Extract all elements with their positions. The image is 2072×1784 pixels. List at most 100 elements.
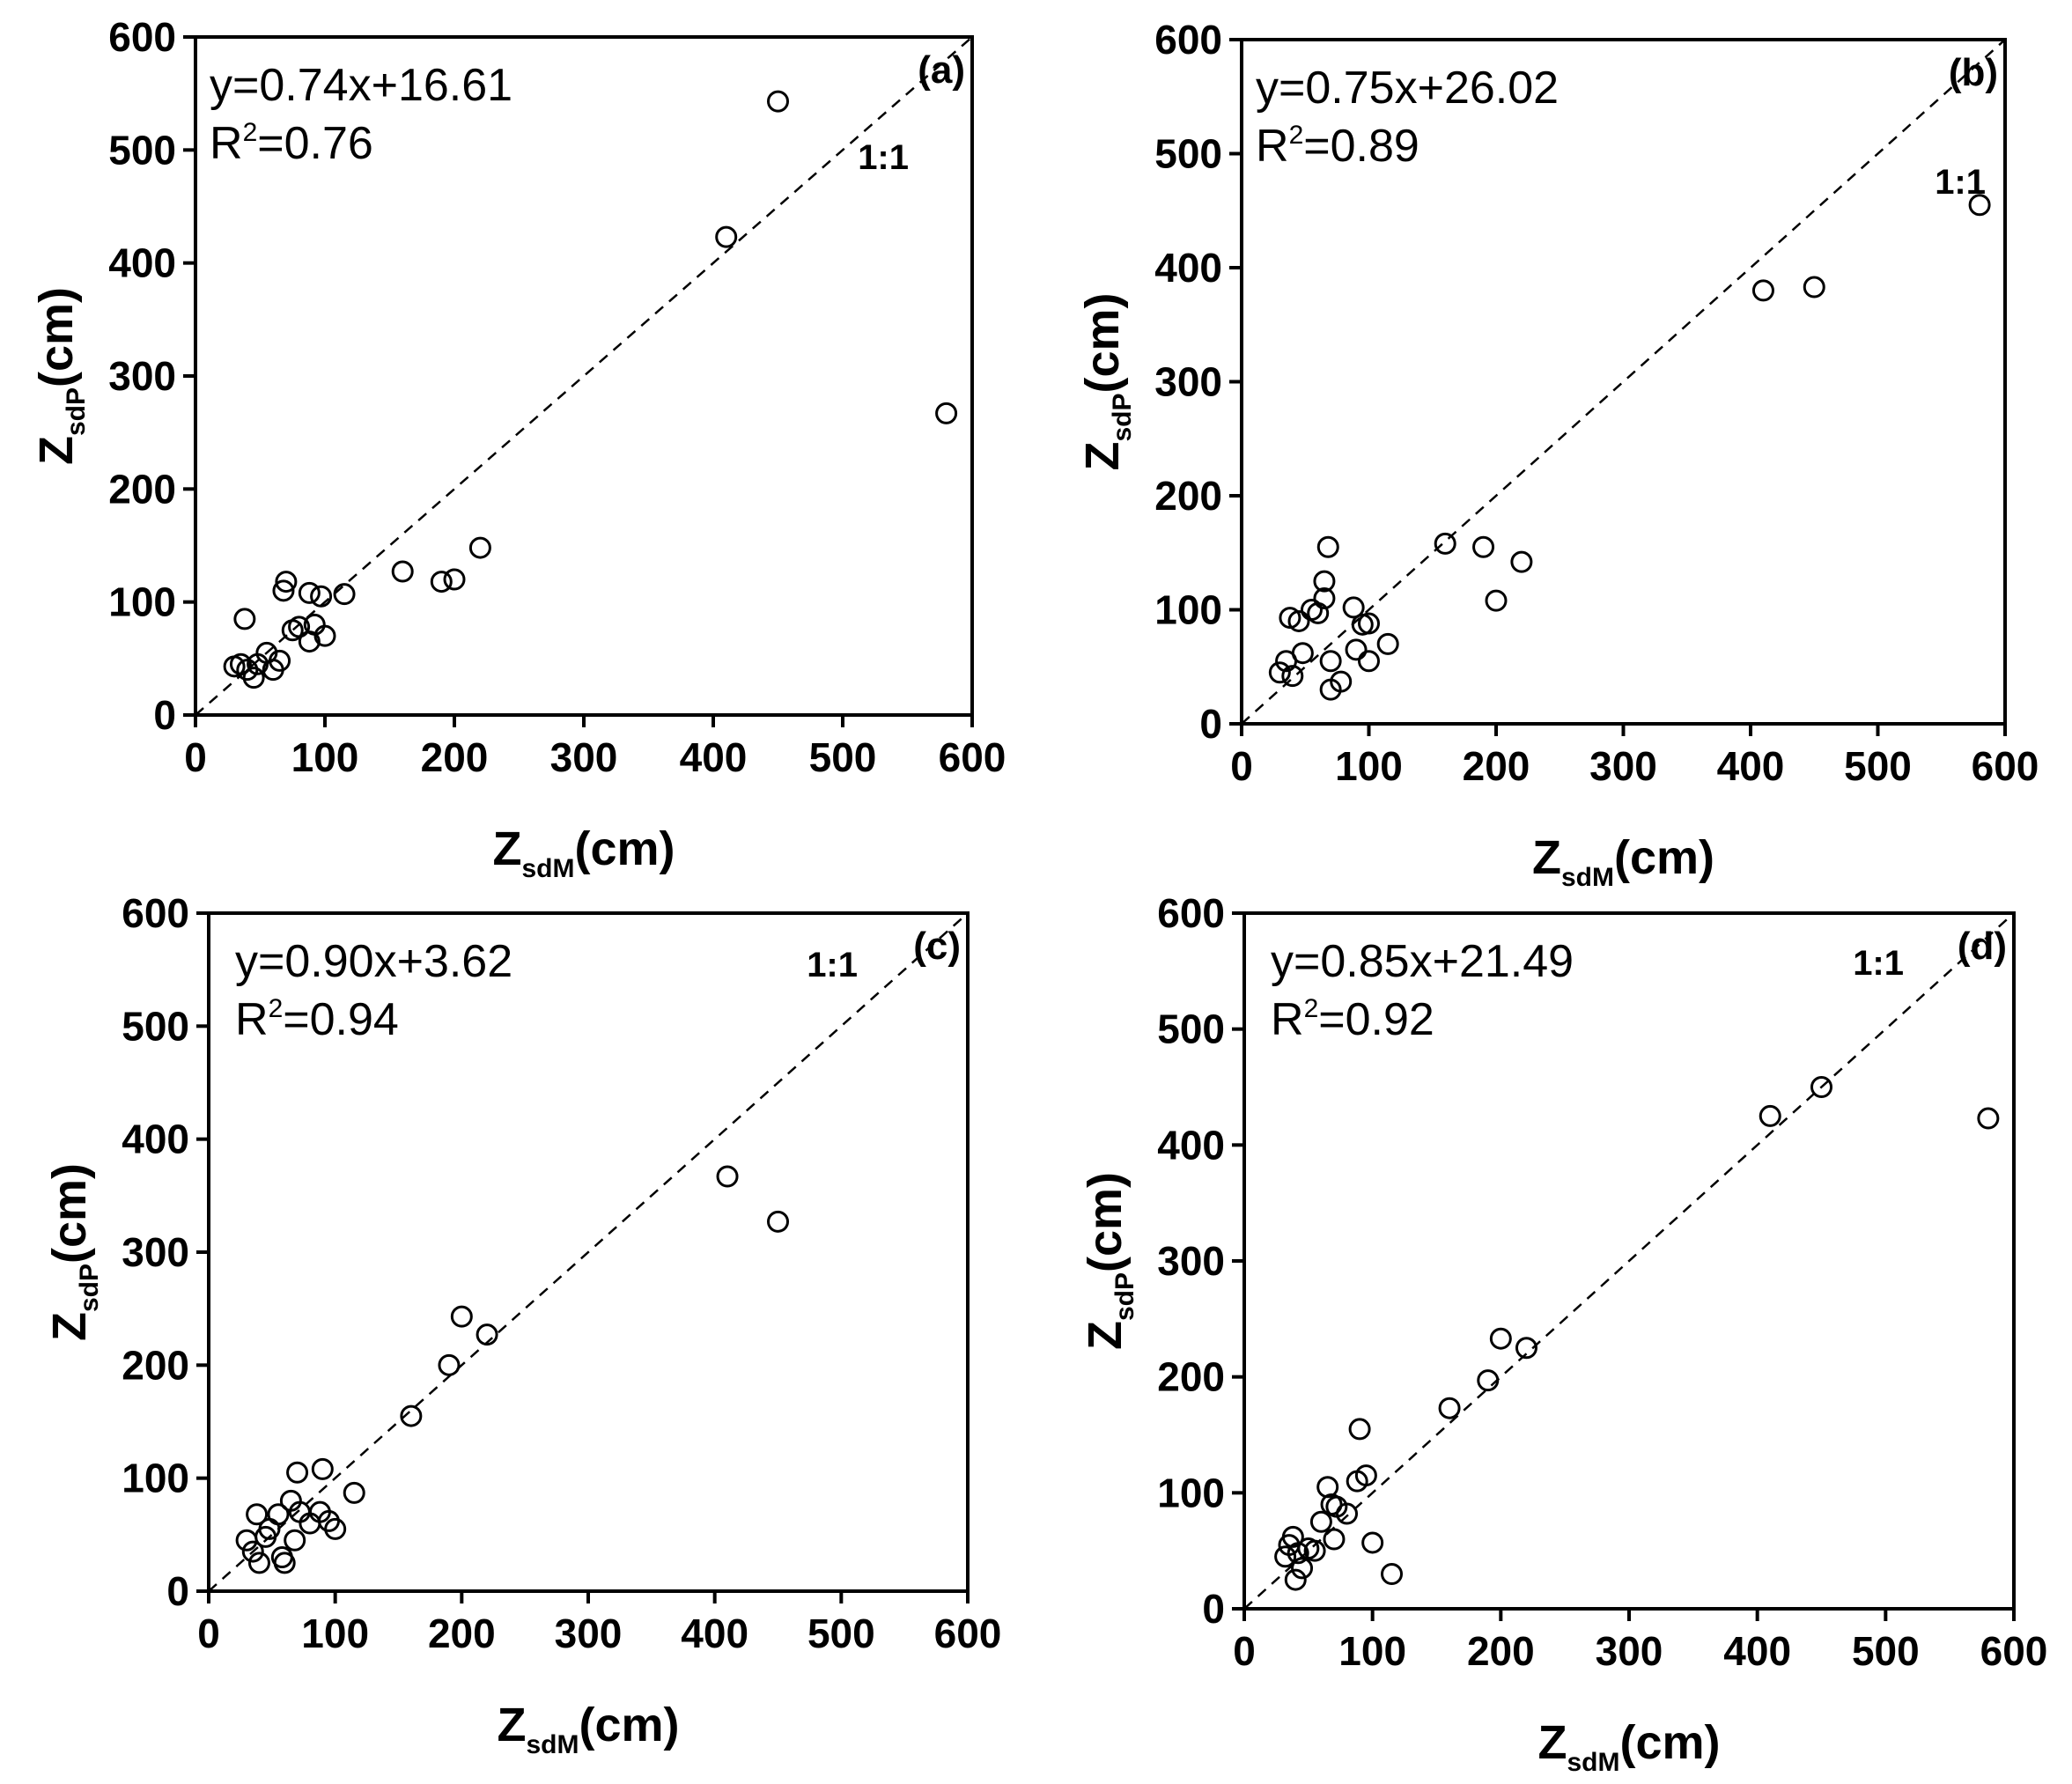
- reference-line-1-1: [1243, 912, 2015, 1610]
- r-squared-prefix: R: [1256, 121, 1289, 172]
- data-point: [391, 560, 414, 583]
- data-point: [1330, 670, 1353, 693]
- panel-a: 00 100 100 200 200 300 300 400 400 500 500 600 600 y=…: [30, 14, 1006, 883]
- data-point: [1287, 609, 1310, 632]
- data-point: [438, 1353, 461, 1376]
- y-axis-title: ZsdP(cm): [1076, 292, 1137, 470]
- data-point: [233, 608, 256, 630]
- x-tick-label: 0: [1233, 1628, 1256, 1674]
- data-point: [1485, 589, 1508, 612]
- y-tick-label: 0: [153, 692, 176, 738]
- data-point: [1345, 638, 1368, 661]
- data-point: [1803, 276, 1825, 299]
- x-tick-label: 300: [1589, 743, 1657, 789]
- data-point: [1472, 535, 1495, 558]
- data-point: [229, 652, 252, 675]
- y-tick-label: 300: [122, 1229, 189, 1275]
- x-tick-label: 600: [939, 734, 1007, 780]
- data-point: [1268, 661, 1291, 684]
- data-point: [284, 1529, 306, 1552]
- data-point: [343, 1481, 365, 1504]
- reference-line-label: 1:1: [858, 138, 909, 177]
- x-tick-label: 100: [1338, 1628, 1406, 1674]
- x-tick-label: 100: [291, 734, 359, 780]
- data-point: [298, 581, 321, 604]
- x-tick-label: 600: [1980, 1628, 2048, 1674]
- y-tick-label: 400: [122, 1117, 189, 1162]
- x-tick-label: 500: [807, 1611, 875, 1656]
- data-point: [288, 616, 311, 638]
- y-tick-label: 400: [108, 240, 176, 286]
- x-tick-label: 0: [197, 1611, 220, 1656]
- y-tick-label: 200: [1157, 1354, 1225, 1400]
- x-tick-label: 100: [1335, 743, 1403, 789]
- y-tick-label: 200: [108, 466, 176, 512]
- x-tick-label: 0: [184, 734, 207, 780]
- data-point: [1319, 650, 1342, 673]
- y-tick-label: 0: [1199, 701, 1222, 747]
- y-tick-label: 100: [108, 579, 176, 625]
- panel-label: (b): [1949, 51, 1998, 94]
- reference-line-label: 1:1: [1935, 163, 1986, 202]
- data-point: [1477, 1369, 1500, 1392]
- data-point: [310, 585, 333, 608]
- data-point: [275, 571, 298, 593]
- data-point: [1281, 665, 1304, 688]
- data-point: [1759, 1104, 1781, 1127]
- y-tick-label: 600: [122, 890, 189, 936]
- x-tick-label: 300: [550, 734, 618, 780]
- data-point: [1358, 650, 1380, 673]
- data-point: [715, 225, 738, 248]
- y-tick-label: 300: [1157, 1238, 1225, 1284]
- data-point: [1287, 1542, 1309, 1565]
- y-axis-title: ZsdP(cm): [43, 1163, 104, 1341]
- data-point: [430, 571, 453, 593]
- r-squared-prefix: R: [210, 118, 243, 169]
- x-tick-label: 600: [1972, 743, 2039, 789]
- x-tick-label: 400: [1723, 1628, 1791, 1674]
- r-squared-sup: 2: [243, 118, 258, 147]
- r-squared-sup: 2: [1304, 994, 1319, 1023]
- y-tick-label: 500: [108, 127, 176, 173]
- data-point: [1751, 279, 1774, 302]
- regression-equation: y=0.74x+16.61: [210, 60, 512, 111]
- data-point: [400, 1404, 423, 1427]
- x-tick-label: 500: [1844, 743, 1912, 789]
- r-squared-sup: 2: [269, 994, 284, 1023]
- x-tick-label: 0: [1230, 743, 1253, 789]
- data-point: [242, 667, 265, 689]
- data-point: [299, 1512, 321, 1535]
- panel-label: (c): [913, 925, 961, 968]
- data-point: [450, 1305, 473, 1328]
- data-point: [333, 583, 356, 606]
- data-point: [1810, 1076, 1832, 1098]
- y-tick-label: 100: [1157, 1470, 1225, 1515]
- data-point: [1323, 1528, 1346, 1551]
- y-axis-title: ZsdP(cm): [30, 287, 91, 465]
- data-point: [1968, 194, 1991, 217]
- data-point: [1307, 601, 1330, 624]
- regression-equation: y=0.75x+26.02: [1256, 63, 1559, 114]
- y-axis-title: ZsdP(cm): [1079, 1172, 1139, 1350]
- r-squared-value: =0.94: [283, 994, 399, 1045]
- data-point: [1348, 1418, 1371, 1441]
- data-point: [1291, 1557, 1314, 1580]
- reference-line-1-1: [195, 36, 973, 716]
- data-point: [1489, 1327, 1512, 1350]
- data-point: [311, 1457, 334, 1480]
- r-squared-prefix: R: [235, 994, 269, 1045]
- data-point: [272, 579, 295, 602]
- y-tick-label: 0: [1202, 1586, 1225, 1632]
- x-axis-title: ZsdM(cm): [1537, 1716, 1720, 1777]
- data-point: [286, 1461, 309, 1484]
- r-squared-value: =0.89: [1303, 121, 1419, 172]
- x-tick-label: 500: [809, 734, 877, 780]
- data-point: [1336, 1502, 1359, 1525]
- data-point: [1510, 550, 1533, 573]
- panel-d: 00 100 100 200 200 300 300 400 400 500 500 600 600 y=…: [1079, 890, 2047, 1777]
- reference-line-1-1: [208, 912, 969, 1592]
- data-point: [1309, 1510, 1332, 1533]
- y-tick-label: 200: [122, 1342, 189, 1388]
- r-squared-value: =0.92: [1318, 994, 1434, 1045]
- x-tick-label: 300: [1596, 1628, 1663, 1674]
